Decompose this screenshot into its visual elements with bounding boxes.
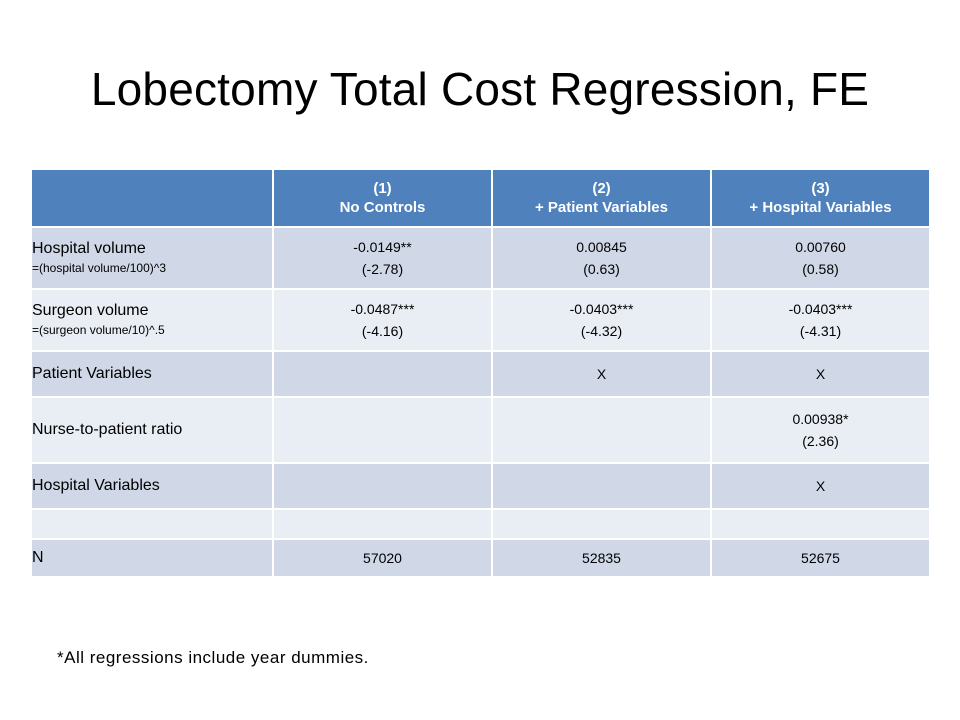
regression-table: (1) No Controls (2) + Patient Variables … xyxy=(30,168,931,578)
row-label: N xyxy=(30,538,274,578)
t-stat: (0.63) xyxy=(583,261,620,277)
header-corner-cell xyxy=(30,168,274,228)
table-row-patient-variables: Patient Variables X X xyxy=(30,350,931,398)
col-number: (1) xyxy=(373,180,392,197)
table-row-empty xyxy=(30,508,931,540)
cell-value: X xyxy=(710,462,931,510)
row-label-sub: =(hospital volume/100)^3 xyxy=(32,261,167,275)
cell-value: 52675 xyxy=(710,538,931,578)
cell-value: 57020 xyxy=(272,538,493,578)
t-stat: (-4.31) xyxy=(799,323,842,339)
coef-value: -0.0403*** xyxy=(569,301,634,317)
table-row-n: N 57020 52835 52675 xyxy=(30,538,931,578)
t-stat: (-4.32) xyxy=(580,323,623,339)
cell-coef: -0.0403*** (-4.32) xyxy=(491,288,712,352)
table-row-hospital-volume: Hospital volume =(hospital volume/100)^3… xyxy=(30,226,931,290)
t-stat: (2.36) xyxy=(802,433,839,449)
cell-value xyxy=(272,396,493,464)
coef-value: -0.0403*** xyxy=(788,301,853,317)
table-row-hospital-variables: Hospital Variables X xyxy=(30,462,931,510)
slide-title: Lobectomy Total Cost Regression, FE xyxy=(90,63,870,115)
cell-value xyxy=(491,462,712,510)
table-header-row: (1) No Controls (2) + Patient Variables … xyxy=(30,168,931,228)
t-stat: (-4.16) xyxy=(361,323,404,339)
header-col-3: (3) + Hospital Variables xyxy=(710,168,931,228)
table-row-surgeon-volume: Surgeon volume =(surgeon volume/10)^.5 -… xyxy=(30,288,931,352)
cell-value xyxy=(272,462,493,510)
cell-coef: -0.0403*** (-4.31) xyxy=(710,288,931,352)
cell-coef: -0.0487*** (-4.16) xyxy=(272,288,493,352)
coef-value: -0.0487*** xyxy=(350,301,415,317)
t-stat: (-2.78) xyxy=(361,261,404,277)
coef-value: 0.00938* xyxy=(792,411,849,427)
cell-value xyxy=(491,508,712,540)
cell-value xyxy=(272,350,493,398)
table-row-nurse-ratio: Nurse-to-patient ratio 0.00938* (2.36) xyxy=(30,396,931,464)
cell-value xyxy=(272,508,493,540)
col-label: No Controls xyxy=(339,199,426,216)
row-label: Patient Variables xyxy=(30,350,274,398)
col-label: + Patient Variables xyxy=(535,199,668,216)
col-label: + Hospital Variables xyxy=(749,199,892,216)
cell-coef: 0.00760 (0.58) xyxy=(710,226,931,290)
header-col-1: (1) No Controls xyxy=(272,168,493,228)
t-stat: (0.58) xyxy=(802,261,839,277)
cell-value xyxy=(710,508,931,540)
coef-value: 0.00760 xyxy=(795,239,846,255)
header-col-2: (2) + Patient Variables xyxy=(491,168,712,228)
col-number: (2) xyxy=(592,180,611,197)
cell-value: 52835 xyxy=(491,538,712,578)
row-label-main: Surgeon volume xyxy=(32,302,149,319)
row-label: Surgeon volume =(surgeon volume/10)^.5 xyxy=(30,288,274,352)
cell-value xyxy=(491,396,712,464)
coef-value: -0.0149** xyxy=(353,239,412,255)
row-label: Nurse-to-patient ratio xyxy=(30,396,274,464)
cell-value: X xyxy=(710,350,931,398)
cell-value: X xyxy=(491,350,712,398)
row-label xyxy=(30,508,274,540)
cell-coef: -0.0149** (-2.78) xyxy=(272,226,493,290)
row-label-sub: =(surgeon volume/10)^.5 xyxy=(32,323,165,337)
cell-coef: 0.00938* (2.36) xyxy=(710,396,931,464)
cell-coef: 0.00845 (0.63) xyxy=(491,226,712,290)
row-label: Hospital Variables xyxy=(30,462,274,510)
col-number: (3) xyxy=(811,180,830,197)
row-label: Hospital volume =(hospital volume/100)^3 xyxy=(30,226,274,290)
footnote: *All regressions include year dummies. xyxy=(57,648,369,667)
coef-value: 0.00845 xyxy=(576,239,627,255)
row-label-main: Hospital volume xyxy=(32,240,146,257)
